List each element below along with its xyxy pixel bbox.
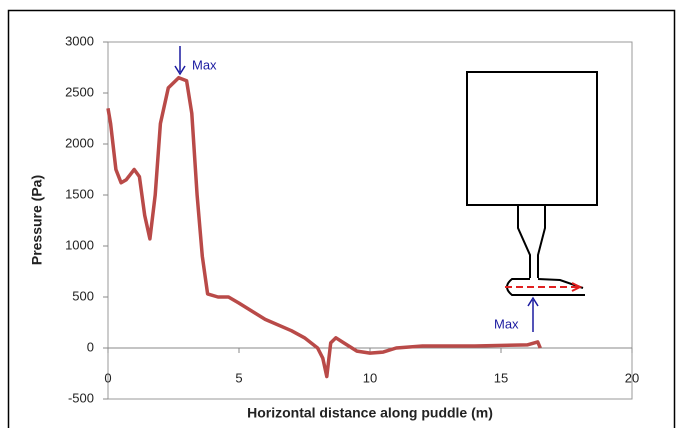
x-axis-label: Horizontal distance along puddle (m) <box>247 405 493 421</box>
x-tick-label: 0 <box>104 370 111 385</box>
annotation: Max <box>494 316 519 331</box>
y-axis-label: Pressure (Pa) <box>29 175 45 265</box>
plot-area <box>107 41 633 400</box>
y-tick-label: 2000 <box>65 135 94 150</box>
y-tick-label: 500 <box>72 288 94 303</box>
y-tick-label: 1500 <box>65 186 94 201</box>
frame <box>7 9 676 428</box>
x-tick-label: 5 <box>235 370 242 385</box>
data-line <box>106 75 542 379</box>
y-tick-label: -500 <box>68 390 94 405</box>
x-tick-label: 20 <box>625 370 639 385</box>
y-tick-label: 2500 <box>65 84 94 99</box>
y-tick-label: 3000 <box>65 33 94 48</box>
y-tick-label: 0 <box>87 339 94 354</box>
annotation: Max <box>192 57 217 72</box>
x-tick-label: 10 <box>363 370 377 385</box>
y-tick-label: 1000 <box>65 237 94 252</box>
inset-diagram <box>174 46 598 332</box>
x-tick-label: 15 <box>494 370 508 385</box>
